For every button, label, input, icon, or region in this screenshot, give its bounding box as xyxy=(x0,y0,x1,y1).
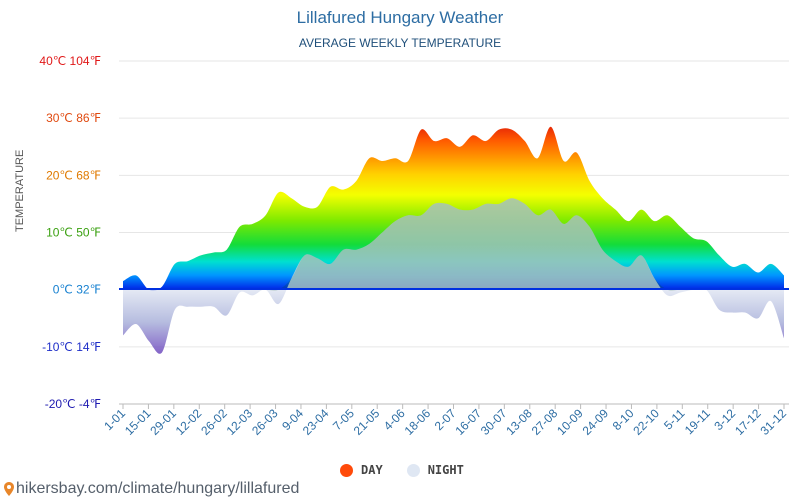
legend-swatch-day xyxy=(340,463,353,477)
x-tick-label: 10-09 xyxy=(554,406,586,438)
y-axis-ticks: 40℃ 104℉ 30℃ 86℉ 20℃ 68℉ 10℃ 50℉ 0℃ 32℉ -10℃ … xyxy=(39,54,101,411)
legend-swatch-night xyxy=(406,463,420,477)
x-tick-label: 18-06 xyxy=(402,406,434,438)
x-tick-label: 21-05 xyxy=(351,406,383,438)
night-series-area xyxy=(123,198,784,354)
x-tick-label: 22-10 xyxy=(630,406,662,438)
chart-title: Lillafured Hungary Weather xyxy=(296,8,504,27)
y-tick-label: 10℃ 50℉ xyxy=(46,226,101,240)
x-tick-label: 16-07 xyxy=(452,406,484,438)
y-axis-label: TEMPERATURE xyxy=(14,149,26,232)
x-tick-label: 24-09 xyxy=(580,406,612,438)
y-tick-label: -10℃ 14℉ xyxy=(42,340,101,354)
x-tick-label: 15-01 xyxy=(122,406,154,438)
x-tick-label: 19-11 xyxy=(682,406,713,437)
map-pin-icon xyxy=(4,482,14,496)
legend: DAY NIGHT xyxy=(340,463,488,477)
y-tick-label: 0℃ 32℉ xyxy=(53,283,101,297)
x-tick-label: 12-03 xyxy=(224,406,256,438)
night-series-overlap xyxy=(123,198,784,291)
x-tick-label: 31-12 xyxy=(758,406,790,438)
x-tick-label: 26-02 xyxy=(198,406,230,438)
x-tick-label: 17-12 xyxy=(732,406,764,438)
x-tick-label: 23-04 xyxy=(300,406,332,438)
x-axis-ticks: 1-0115-0129-0112-0226-0212-0326-039-0423… xyxy=(101,404,789,438)
y-tick-label: 20℃ 68℉ xyxy=(46,168,101,182)
y-tick-label: 30℃ 86℉ xyxy=(46,111,101,125)
legend-label-day: DAY xyxy=(361,463,383,477)
x-tick-label: 27-08 xyxy=(529,406,561,438)
legend-item-night[interactable]: NIGHT xyxy=(406,463,464,477)
x-tick-label: 26-03 xyxy=(249,406,281,438)
chart-subtitle: AVERAGE WEEKLY TEMPERATURE xyxy=(298,36,502,50)
x-tick-label: 29-01 xyxy=(147,406,179,438)
y-tick-label: 40℃ 104℉ xyxy=(39,54,101,68)
legend-item-day[interactable]: DAY xyxy=(340,463,383,477)
y-tick-label: -20℃ -4℉ xyxy=(45,397,101,411)
source-link[interactable]: hikersbay.com/climate/hungary/lillafured xyxy=(4,480,299,498)
plot-areas xyxy=(123,126,784,354)
legend-label-night: NIGHT xyxy=(427,463,464,477)
x-tick-label: 30-07 xyxy=(478,406,510,438)
x-tick-label: 12-02 xyxy=(173,406,205,438)
source-url: hikersbay.com/climate/hungary/lillafured xyxy=(16,480,300,497)
x-tick-label: 13-08 xyxy=(503,406,535,438)
